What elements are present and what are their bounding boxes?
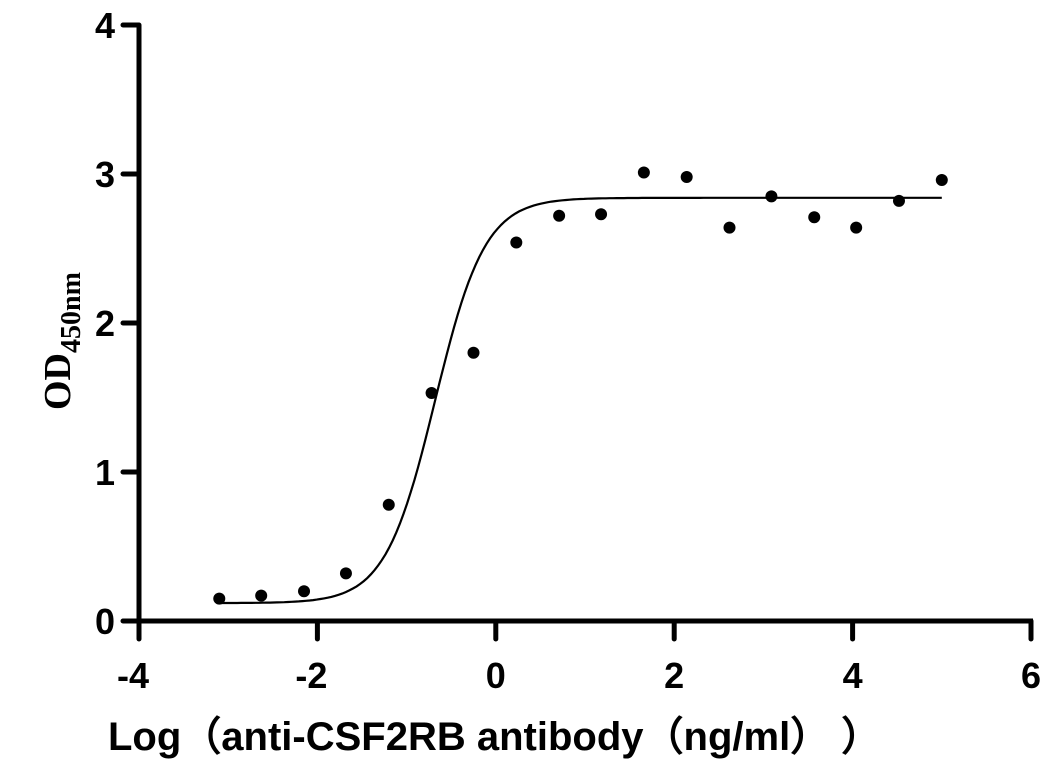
data-point [680, 170, 693, 183]
data-point [595, 208, 608, 221]
fit-curve [219, 196, 942, 605]
x-tick-label: -2 [295, 655, 327, 696]
data-point [425, 387, 438, 400]
y-axis-label-main: OD [37, 353, 79, 410]
data-point [637, 166, 650, 179]
y-axis-label-subscript: 450nm [56, 272, 87, 353]
y-tick-label: 3 [95, 154, 115, 195]
data-point [213, 592, 226, 605]
x-axis-ticks: -4 -2 0 2 4 6 [117, 618, 1041, 696]
y-tick-label: 0 [95, 601, 115, 642]
data-point [892, 194, 905, 207]
x-tick-label: 4 [843, 655, 863, 696]
x-axis-label: Log（anti-CSF2RB antibody（ng/ml） ） [108, 715, 881, 759]
data-point [765, 190, 778, 203]
data-point [255, 589, 268, 602]
y-axis-ticks: 0 1 2 3 4 [95, 5, 142, 642]
x-tick-label: 6 [1021, 655, 1041, 696]
data-point [467, 346, 480, 359]
y-axis-label: OD450nm [37, 272, 87, 410]
data-point [808, 211, 821, 224]
data-point [339, 567, 352, 580]
data-point [935, 173, 948, 186]
x-tick-label: -4 [117, 655, 149, 696]
y-tick-label: 2 [95, 303, 115, 344]
data-point [510, 236, 523, 249]
x-tick-label: 0 [486, 655, 506, 696]
data-point [553, 209, 566, 222]
data-point [298, 585, 311, 598]
y-axis-label-group: OD450nm [37, 272, 87, 410]
data-point [723, 221, 736, 234]
data-points [213, 166, 948, 605]
y-tick-label: 4 [95, 5, 115, 46]
y-tick-label: 1 [95, 452, 115, 493]
x-tick-label: 2 [664, 655, 684, 696]
axes [136, 25, 1033, 631]
data-point [850, 221, 863, 234]
data-point [382, 498, 395, 511]
